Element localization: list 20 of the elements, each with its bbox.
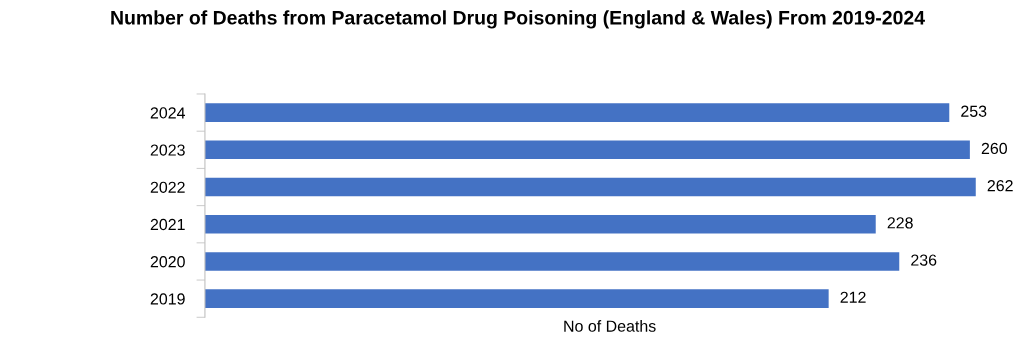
bar bbox=[204, 103, 950, 122]
data-label: 212 bbox=[840, 291, 866, 303]
bar bbox=[204, 214, 876, 234]
y-tick-label: 2022 bbox=[150, 181, 185, 193]
data-label: 228 bbox=[887, 217, 913, 229]
bar bbox=[204, 289, 829, 308]
y-tick-label: 2020 bbox=[150, 256, 185, 268]
data-label: 260 bbox=[981, 142, 1008, 155]
data-label: 236 bbox=[911, 254, 937, 266]
y-tick-label: 2023 bbox=[150, 144, 185, 156]
chart-title: Number of Deaths from Paracetamol Drug Poisoning (England & Wales) From 2019-2024 bbox=[111, 10, 925, 29]
y-tick-label: 2021 bbox=[150, 218, 185, 231]
bar bbox=[204, 140, 970, 160]
data-label: 253 bbox=[961, 105, 987, 117]
y-tick-label: 2019 bbox=[150, 293, 185, 305]
bar bbox=[204, 252, 900, 271]
data-label: 262 bbox=[987, 180, 1013, 192]
y-tick-label: 2024 bbox=[150, 107, 186, 119]
x-axis-title: No of Deaths bbox=[564, 320, 656, 332]
bar bbox=[204, 177, 976, 197]
